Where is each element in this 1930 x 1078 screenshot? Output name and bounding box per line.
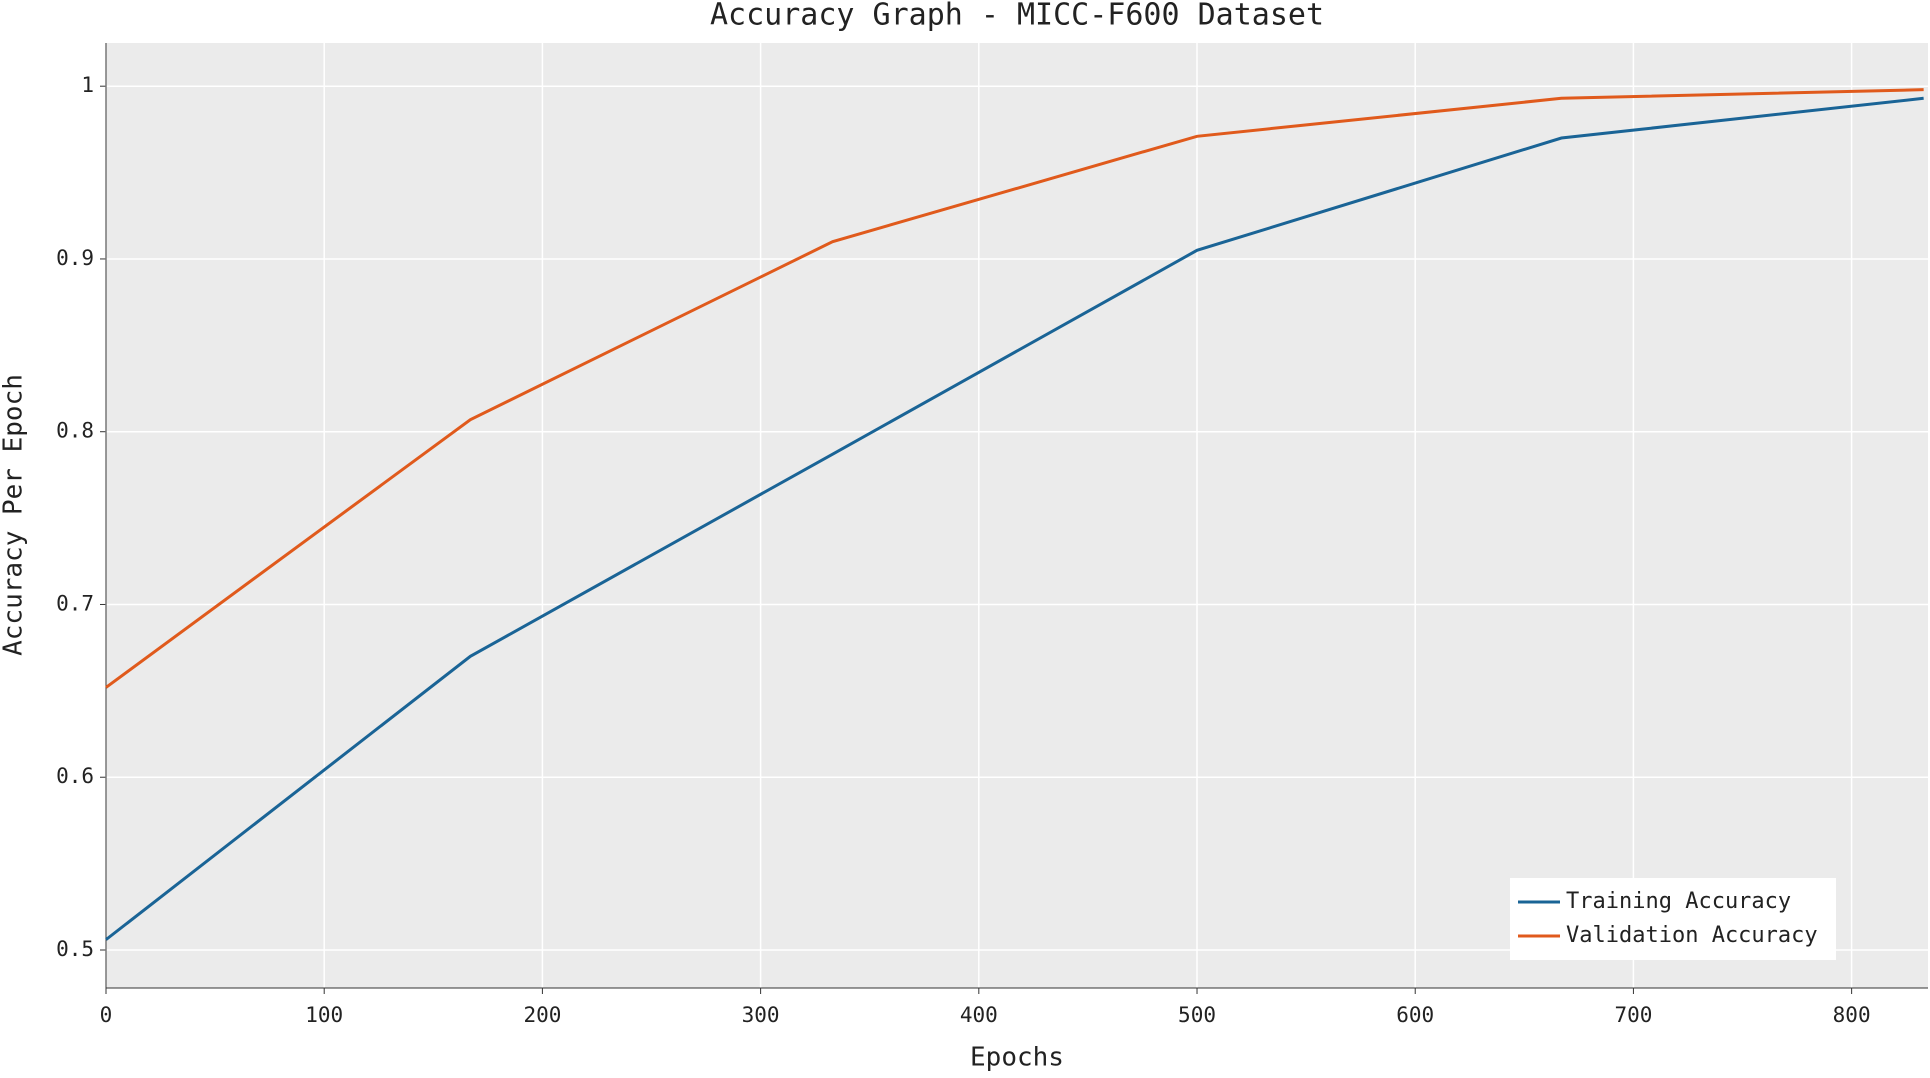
- x-tick-label: 300: [742, 1003, 780, 1027]
- legend-label: Training Accuracy: [1566, 889, 1791, 914]
- y-tick-label: 0.6: [56, 764, 94, 788]
- x-axis-label: Epochs: [970, 1043, 1064, 1073]
- data-line: [105, 96, 1924, 941]
- y-tick-label: 0.9: [56, 246, 94, 270]
- y-tick-label: 0.7: [56, 591, 94, 615]
- x-tick-label: 500: [1178, 1003, 1216, 1027]
- x-tick-label: 100: [305, 1003, 343, 1027]
- y-tick-label: 0.8: [56, 419, 94, 443]
- data-line: [105, 88, 1924, 689]
- x-tick-label: 700: [1614, 1003, 1652, 1027]
- legend-label: Validation Accuracy: [1566, 923, 1818, 948]
- x-tick-label: 200: [523, 1003, 561, 1027]
- y-tick-label: 1: [81, 73, 94, 97]
- x-tick-label: 0: [100, 1003, 113, 1027]
- x-tick-label: 400: [960, 1003, 998, 1027]
- plot-area: [106, 43, 1928, 988]
- y-tick-label: 0.5: [56, 937, 94, 961]
- legend-box: [1510, 878, 1836, 960]
- y-axis-label: Accuracy Per Epoch: [0, 374, 29, 656]
- x-tick-label: 800: [1833, 1003, 1871, 1027]
- chart-title: Accuracy Graph - MICC-F600 Dataset: [710, 0, 1324, 33]
- x-tick-label: 600: [1396, 1003, 1434, 1027]
